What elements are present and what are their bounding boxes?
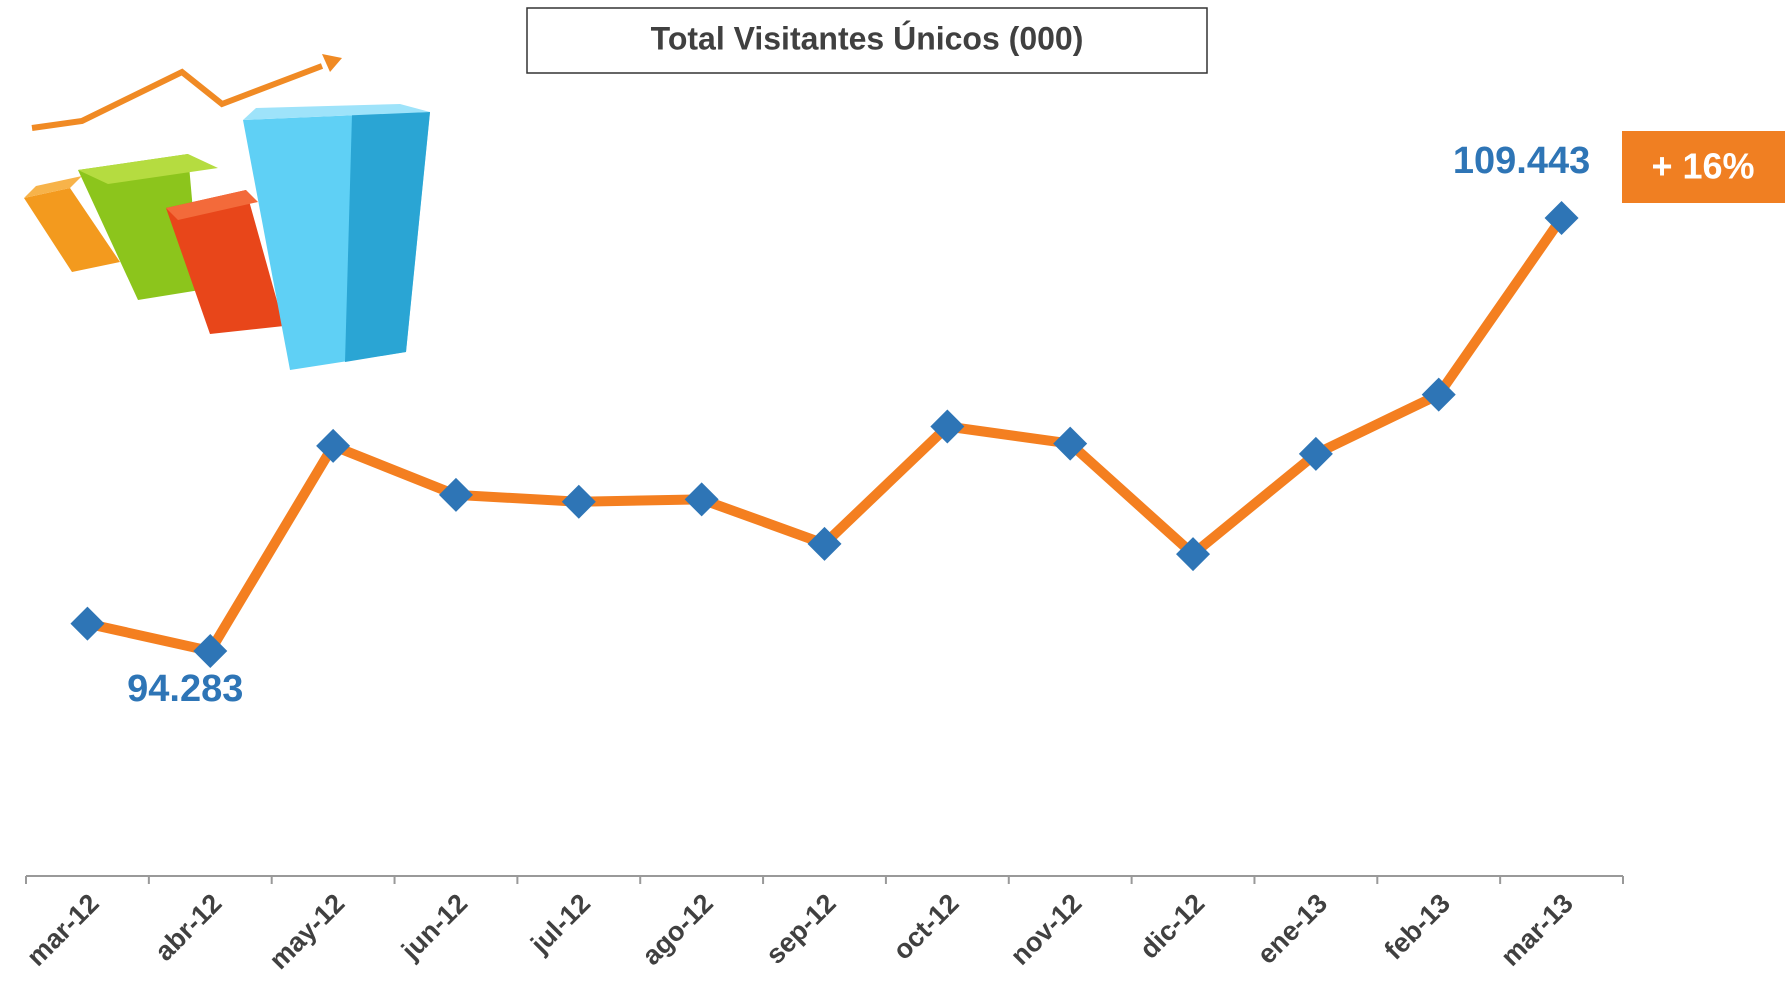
x-tick-label: oct-12 [887, 888, 964, 965]
x-tick-label: abr-12 [149, 888, 228, 967]
value-label: 109.443 [1453, 140, 1590, 182]
marker [561, 484, 596, 519]
badge [1622, 131, 1785, 203]
marker [193, 634, 228, 668]
marker [1053, 426, 1088, 461]
value-label: 94.283 [127, 668, 243, 710]
marker [1544, 201, 1579, 235]
x-tick-label: nov-12 [1005, 888, 1088, 971]
x-tick-label: may-12 [263, 888, 350, 975]
x-tick-label: jun-12 [395, 888, 473, 966]
decorative-icon [24, 54, 430, 370]
marker [1298, 436, 1333, 471]
marker [316, 428, 351, 463]
title-box [526, 7, 1208, 74]
badge-text: + 16% [1651, 146, 1754, 187]
x-tick-label: ago-12 [636, 888, 719, 971]
x-tick-label: sep-12 [760, 888, 842, 970]
marker [684, 482, 719, 517]
x-tick-label: ene-13 [1251, 888, 1333, 970]
x-tick-label: mar-13 [1495, 888, 1579, 972]
marker [807, 526, 842, 561]
marker [930, 409, 965, 444]
x-tick-label: jul-12 [524, 888, 596, 960]
x-tick-label: feb-13 [1379, 888, 1456, 965]
x-tick-label: mar-12 [21, 888, 105, 972]
marker [70, 606, 105, 641]
x-tick-label: dic-12 [1134, 888, 1210, 964]
marker [438, 477, 473, 512]
chart-title: Total Visitantes Únicos (000) [651, 20, 1084, 56]
marker [1176, 537, 1211, 572]
marker [1421, 377, 1456, 412]
